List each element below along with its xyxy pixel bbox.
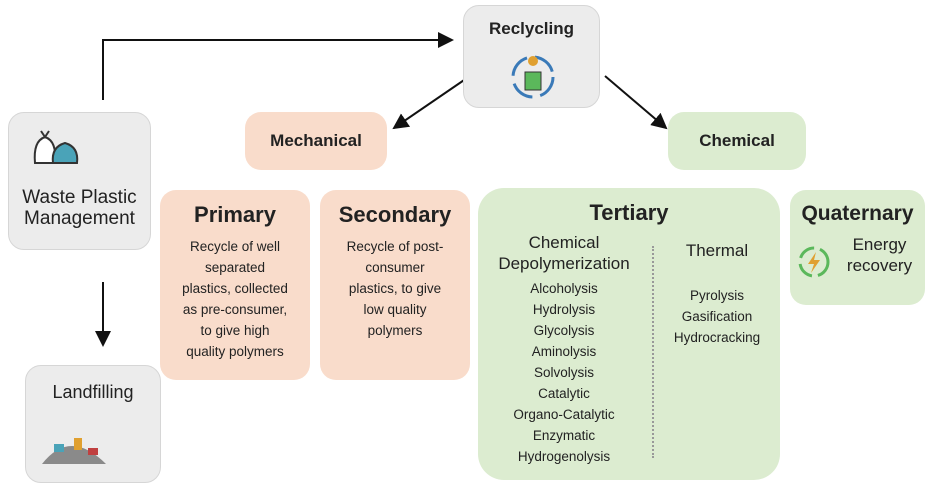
label: Chemical xyxy=(668,130,806,151)
quaternary-box: Quaternary Energy recovery xyxy=(790,190,925,305)
waste-box: Waste Plastic Management xyxy=(8,112,151,250)
primary-box: Primary Recycle of well separated plastics… xyxy=(160,190,310,380)
text-line: Recycle of post- xyxy=(346,239,444,254)
recycling-box: Reclycling xyxy=(463,5,600,108)
landfill-box: Landfilling xyxy=(25,365,161,483)
text-line: Chemical xyxy=(528,233,600,252)
label: Landfilling xyxy=(26,382,160,403)
arrow xyxy=(102,32,454,100)
mechanical-box: Mechanical xyxy=(245,112,387,170)
heading: Chemical Depolymerization xyxy=(478,232,650,274)
text-line: Organo-Catalytic xyxy=(513,407,615,422)
tertiary-box: Tertiary Chemical Depolymerization Alcoho… xyxy=(478,188,780,480)
items: Pyrolysis Gasification Hydrocracking xyxy=(654,285,780,348)
column: Thermal Pyrolysis Gasification Hydrocracki… xyxy=(654,240,780,348)
description: Recycle of post-consumer plastics, to giv… xyxy=(320,236,470,341)
text-line: plastics, collected xyxy=(182,281,288,296)
title: Primary xyxy=(194,202,276,227)
text-line: Solvolysis xyxy=(533,365,595,380)
text-line: Aminolysis xyxy=(531,344,597,359)
bags-icon xyxy=(33,130,79,164)
text-line: polymers xyxy=(367,323,423,338)
column: Chemical Depolymerization Alcoholysis Hydr… xyxy=(478,232,650,467)
text-line: Depolymerization xyxy=(498,254,630,273)
recycle-icon xyxy=(511,55,555,99)
text-line: quality polymers xyxy=(186,344,284,359)
text-line: low quality xyxy=(363,302,427,317)
description: Energy recovery xyxy=(834,234,925,276)
title: Quaternary xyxy=(801,202,914,225)
text-line: Reclycling xyxy=(488,19,575,38)
text-line: recovery xyxy=(846,256,913,275)
landfill-icon xyxy=(42,438,106,464)
text-line: Energy xyxy=(852,235,907,254)
label: Reclycling xyxy=(464,18,599,39)
description: Recycle of well separated plastics, collec… xyxy=(160,236,310,362)
text-line: Chemical xyxy=(699,131,775,150)
text-line: Thermal xyxy=(685,241,749,260)
text-line: Gasification xyxy=(681,309,753,324)
text-line: Hydrocracking xyxy=(673,330,761,345)
heading: Thermal xyxy=(654,240,780,261)
arrow xyxy=(392,75,471,130)
text-line: separated xyxy=(204,260,266,275)
text-line: plastics, to give xyxy=(348,281,442,296)
text-line: Enzymatic xyxy=(532,428,596,443)
text-line: Management xyxy=(24,208,135,229)
text-line: Alcoholysis xyxy=(530,281,598,296)
text-line: Mechanical xyxy=(270,131,362,150)
energy-icon xyxy=(798,246,830,278)
text-line: to give high xyxy=(200,323,270,338)
label: Waste Plastic Management xyxy=(9,187,150,229)
chemical-box: Chemical xyxy=(668,112,806,170)
items: Alcoholysis Hydrolysis Glycolysis Aminolysi… xyxy=(478,278,650,467)
text-line: Pyrolysis xyxy=(689,288,744,303)
text-line: Recycle of well xyxy=(189,239,281,254)
text-line: Catalytic xyxy=(538,386,590,401)
title: Secondary xyxy=(338,202,452,227)
text-line: Waste Plastic xyxy=(22,187,137,208)
arrow xyxy=(604,75,668,130)
text-line: Hydrogenolysis xyxy=(517,449,611,464)
text-line: as pre-consumer, xyxy=(182,302,288,317)
divider xyxy=(652,246,654,458)
text-line: Hydrolysis xyxy=(532,302,596,317)
text-line: consumer xyxy=(365,260,425,275)
text-line: Glycolysis xyxy=(533,323,595,338)
text-line: Landfilling xyxy=(52,382,134,402)
secondary-box: Secondary Recycle of post-consumer plasti… xyxy=(320,190,470,380)
title: Tertiary xyxy=(589,200,669,225)
label: Mechanical xyxy=(245,130,387,151)
